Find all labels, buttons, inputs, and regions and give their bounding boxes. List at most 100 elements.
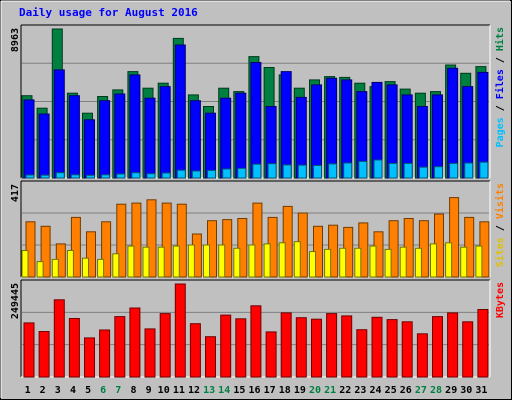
x-tick-label: 23 [354,385,366,396]
bar-files-4 [68,95,80,179]
bar-kbytes-13 [205,336,216,378]
legend-kbytes: KBytes [495,282,506,318]
x-tick-label: 22 [339,385,351,396]
legend-item-visits: Visits [494,183,506,219]
legend-item-pages: Pages [495,117,506,147]
bar-sites-11 [172,245,180,278]
series-kbytes [23,283,489,378]
x-tick-label: 24 [369,385,381,396]
x-tick-label: 27 [415,385,427,396]
bar-sites-21 [324,248,332,278]
bar-kbytes-12 [189,323,201,378]
bar-pages-24 [373,159,383,179]
bar-sites-3 [51,258,59,278]
legend-item-sites: Sites [494,237,506,267]
bar-sites-22 [339,247,347,278]
bar-files-7 [114,93,126,179]
bar-pages-25 [388,162,398,179]
bar-pages-7 [116,173,126,179]
x-tick-label: 3 [55,385,61,396]
bar-files-12 [189,100,201,179]
bar-visits-1 [25,221,36,278]
bar-kbytes-10 [159,313,171,378]
bar-sites-18 [278,242,286,278]
bar-pages-4 [70,174,80,179]
bar-visits-15 [237,218,248,278]
bar-pages-28 [434,166,443,179]
x-tick-label: 16 [248,385,260,396]
bar-kbytes-28 [432,316,443,378]
bar-pages-19 [297,164,307,179]
bar-files-18 [280,71,292,179]
bar-kbytes-9 [144,328,156,378]
x-tick-label: 5 [85,385,91,396]
bar-kbytes-16 [250,305,262,378]
bar-sites-12 [187,244,195,278]
legend-item-files: Files [494,69,506,99]
bar-visits-29 [449,197,460,278]
bar-kbytes-27 [416,333,428,378]
bar-files-13 [205,112,216,179]
bar-pages-6 [101,174,111,179]
bar-sites-25 [384,248,392,278]
x-tick-label: 29 [445,385,457,396]
x-tick-label: 7 [115,385,121,396]
bar-pages-29 [449,162,459,179]
bar-files-11 [174,44,186,179]
bar-files-20 [311,84,322,179]
x-tick-label: 10 [158,385,170,396]
bar-sites-4 [66,250,74,278]
x-tick-label: 25 [385,385,397,396]
x-tick-label: 6 [100,385,106,396]
legend-item-hits: Hits [494,27,506,51]
bar-kbytes-7 [114,316,126,378]
bar-sites-9 [142,246,150,278]
bar-kbytes-17 [265,331,277,378]
bar-files-15 [235,92,247,179]
bar-files-14 [220,97,232,179]
x-tick-label: 12 [188,385,200,396]
bar-kbytes-23 [356,329,368,378]
series-pages [25,159,489,179]
bar-pages-14 [222,168,232,179]
bar-pages-20 [313,165,322,179]
bar-sites-29 [445,242,453,278]
x-tick-label: 30 [460,385,472,396]
bar-sites-16 [248,244,256,278]
bar-sites-13 [203,244,210,278]
y-max-label: 8963 [10,28,21,52]
bar-kbytes-4 [68,318,80,378]
bar-visits-2 [40,225,51,278]
bar-files-10 [159,86,171,179]
panel-kbytes: 249445 KBytes [10,279,506,378]
bar-pages-16 [252,163,262,179]
bar-kbytes-11 [174,283,186,378]
bar-kbytes-25 [386,319,398,378]
bar-kbytes-3 [53,299,65,378]
bar-visits-25 [388,220,399,278]
bar-pages-1 [25,174,35,179]
bar-kbytes-30 [462,321,474,378]
bar-kbytes-21 [326,313,338,378]
bar-kbytes-26 [401,321,413,378]
bar-visits-5 [86,231,96,278]
series-visits [25,197,490,278]
bar-sites-5 [82,257,89,278]
bar-sites-24 [369,245,377,278]
bar-sites-20 [309,251,316,278]
x-tick-label: 4 [70,385,76,396]
bar-pages-2 [40,174,50,179]
bar-kbytes-14 [220,314,232,378]
bar-pages-18 [282,164,292,179]
bar-sites-6 [97,258,105,278]
bar-kbytes-29 [447,312,459,378]
bar-sites-8 [127,245,135,278]
bar-visits-16 [252,202,263,278]
bar-sites-27 [414,247,422,278]
bar-files-21 [326,77,338,179]
bar-pages-21 [328,163,338,179]
bar-sites-10 [157,246,165,278]
bar-kbytes-31 [477,309,489,378]
x-tick-label: 20 [309,385,321,396]
bar-sites-19 [293,241,301,278]
